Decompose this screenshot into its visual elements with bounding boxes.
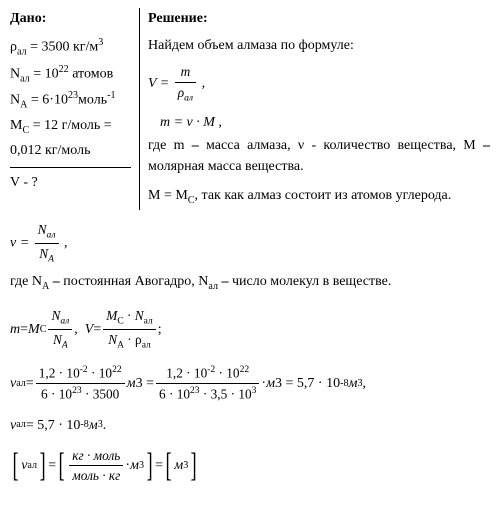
formula-V: V = mρал , (148, 62, 490, 106)
solution-heading: Решение: (148, 8, 490, 29)
calc-result: vал = 5,7 · 10-8 м3. (10, 415, 490, 436)
M-equals-MC: M = MC, так как алмаз состоит из атомов … (148, 185, 490, 208)
formula-m: m = ν · M , (148, 112, 490, 133)
given-heading: Дано: (10, 8, 131, 29)
calc-dimensions: [vал] = [ кг · мольмоль · кг · м3 ] = [м… (10, 446, 490, 487)
given-divider: V - ? (10, 167, 131, 193)
given-N-al: Nал = 1022 атомов (10, 62, 131, 87)
formula-nu: ν = NалNA , (10, 220, 490, 267)
solution-intro: Найдем объем алмаза по формуле: (148, 35, 490, 56)
where-1: где m – масса алмаза, ν - количество вещ… (148, 135, 490, 177)
given-column: Дано: ρал = 3500 кг/м3 Nал = 1022 атомов… (10, 8, 140, 210)
calc-numeric: vал = 1,2 · 10-2 · 10226 · 1023 · 3500 м… (10, 363, 490, 405)
given-MC-2: 0,012 кг/моль (10, 140, 131, 161)
given-MC-1: MC = 12 г/моль = (10, 115, 131, 138)
top-section: Дано: ρал = 3500 кг/м3 Nал = 1022 атомов… (10, 8, 490, 210)
where-2: где NA – постоянная Авогадро, Nал – числ… (10, 271, 490, 294)
solution-column: Решение: Найдем объем алмаза по формуле:… (140, 8, 490, 210)
given-rho: ρал = 3500 кг/м3 (10, 35, 131, 60)
calc-m-V: m = MC NалNA , V = MC · NалNA · ρал ; (10, 306, 490, 353)
given-N-A: NA = 6·1023моль-1 (10, 88, 131, 113)
given-unknown: V - ? (10, 175, 38, 190)
calculation-block: m = MC NалNA , V = MC · NалNA · ρал ; vа… (10, 306, 490, 487)
